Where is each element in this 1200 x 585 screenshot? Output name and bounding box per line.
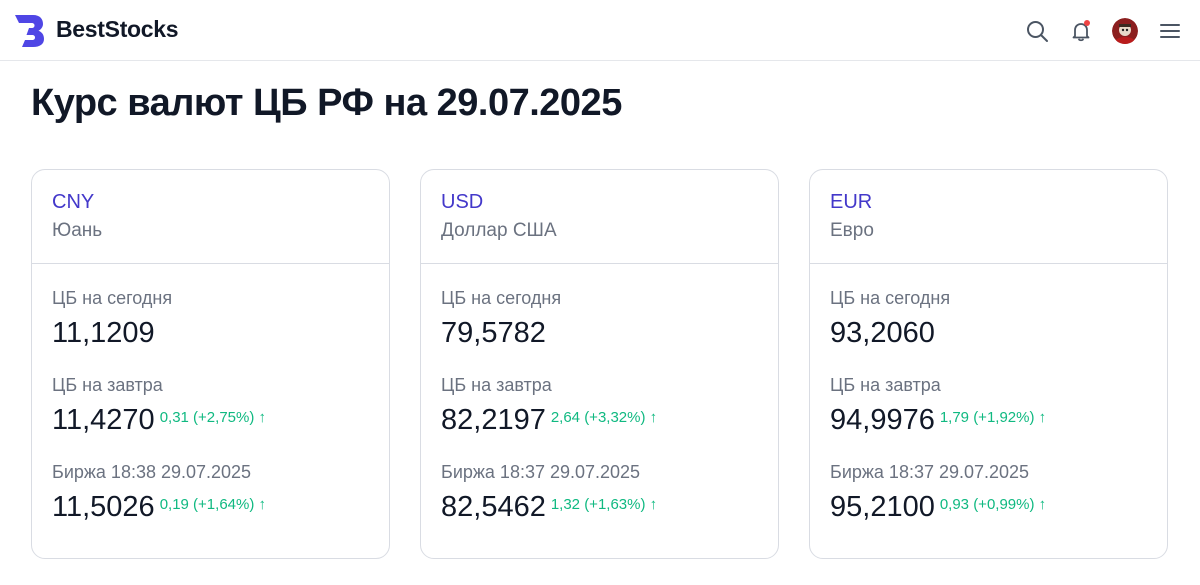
today-label: ЦБ на сегодня	[830, 288, 951, 308]
exchange-rate: 95,2100	[830, 491, 935, 523]
currency-card-usd[interactable]: USD Доллар США ЦБ на сегодня 79,5782 ЦБ …	[420, 169, 779, 559]
today-value: 93,2060	[830, 317, 935, 350]
today-rate: 11,1209	[52, 317, 155, 349]
exchange-value: 82,5462 1,32 (+1,63%) ↑	[441, 491, 657, 524]
tomorrow-rate: 94,9976	[830, 404, 935, 436]
exchange-label: Биржа 18:37 29.07.2025	[441, 462, 641, 482]
tomorrow-value: 82,2197 2,64 (+3,32%) ↑	[441, 404, 657, 437]
card-header: CNY Юань	[32, 170, 389, 264]
card-header: USD Доллар США	[421, 170, 778, 264]
exchange-change: 1,32 (+1,63%) ↑	[550, 496, 658, 513]
exchange-value: 11,5026 0,19 (+1,64%) ↑	[52, 491, 266, 524]
tomorrow-label: ЦБ на завтра	[441, 375, 552, 395]
exchange-label: Биржа 18:38 29.07.2025	[52, 462, 252, 482]
bell-icon[interactable]	[1068, 18, 1094, 44]
exchange-rate: 82,5462	[441, 491, 546, 523]
currency-card-eur[interactable]: EUR Евро ЦБ на сегодня 93,2060 ЦБ на зав…	[809, 169, 1168, 559]
today-value: 11,1209	[52, 317, 155, 350]
currency-card-cny[interactable]: CNY Юань ЦБ на сегодня 11,1209 ЦБ на зав…	[31, 169, 390, 559]
currency-name: Юань	[52, 220, 103, 241]
brand-name[interactable]: BestStocks	[56, 16, 179, 42]
tomorrow-change: 0,31 (+2,75%) ↑	[159, 409, 266, 426]
tomorrow-rate: 11,4270	[52, 404, 155, 436]
card-header: EUR Евро	[810, 170, 1167, 264]
tomorrow-rate: 82,2197	[441, 404, 546, 436]
today-rate: 93,2060	[830, 317, 935, 349]
currency-name: Евро	[830, 220, 874, 241]
exchange-label: Биржа 18:37 29.07.2025	[830, 462, 1030, 482]
tomorrow-value: 11,4270 0,31 (+2,75%) ↑	[52, 404, 266, 437]
currency-code[interactable]: EUR	[830, 191, 873, 213]
top-header: BestStocks	[0, 0, 1200, 61]
hamburger-menu-icon[interactable]	[1157, 18, 1183, 44]
today-rate: 79,5782	[441, 317, 546, 349]
currency-code[interactable]: USD	[441, 191, 484, 213]
currency-code[interactable]: CNY	[52, 191, 95, 213]
tomorrow-label: ЦБ на завтра	[830, 375, 941, 395]
exchange-change: 0,19 (+1,64%) ↑	[159, 496, 266, 513]
exchange-value: 95,2100 0,93 (+0,99%) ↑	[830, 491, 1046, 524]
currency-name: Доллар США	[441, 220, 557, 241]
tomorrow-change: 1,79 (+1,92%) ↑	[939, 409, 1047, 426]
today-label: ЦБ на сегодня	[441, 288, 562, 308]
tomorrow-change: 2,64 (+3,32%) ↑	[550, 409, 658, 426]
tomorrow-value: 94,9976 1,79 (+1,92%) ↑	[830, 404, 1046, 437]
search-icon[interactable]	[1024, 18, 1050, 44]
page-title: Курс валют ЦБ РФ на 29.07.2025	[31, 82, 622, 124]
today-label: ЦБ на сегодня	[52, 288, 173, 308]
today-value: 79,5782	[441, 317, 546, 350]
tomorrow-label: ЦБ на завтра	[52, 375, 163, 395]
beststocks-logo[interactable]	[13, 14, 45, 48]
exchange-rate: 11,5026	[52, 491, 155, 523]
avatar[interactable]	[1112, 18, 1138, 44]
exchange-change: 0,93 (+0,99%) ↑	[939, 496, 1047, 513]
